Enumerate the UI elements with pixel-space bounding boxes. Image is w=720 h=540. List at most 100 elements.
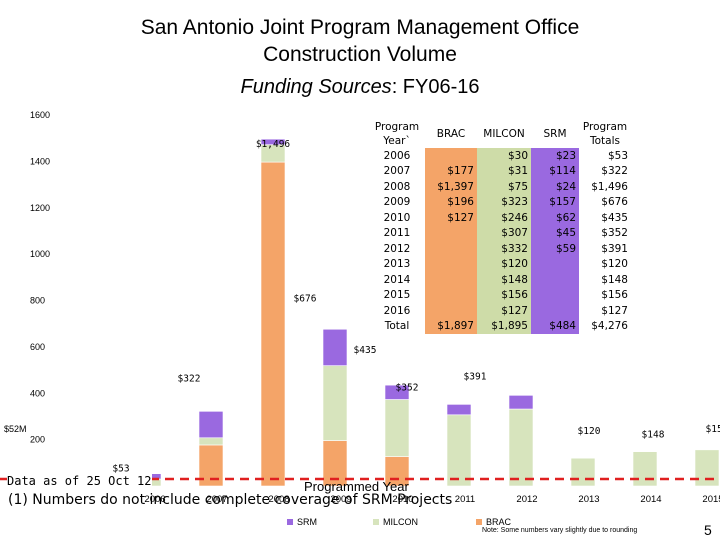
table-row: 2014 $148 $148	[369, 272, 631, 288]
cell-total: $4,276	[579, 318, 631, 334]
legend-item-brac: BRAC	[476, 517, 511, 527]
legend-label-srm: SRM	[297, 517, 317, 527]
header-program-totals: Program Totals	[582, 121, 628, 147]
cell-milcon: $148	[477, 272, 531, 288]
cell-milcon: $332	[477, 241, 531, 257]
cell-total: $676	[579, 194, 631, 210]
bar-total-label: $391	[464, 371, 487, 382]
cell-total: $127	[579, 303, 631, 319]
x-tick-label: 2014	[640, 494, 661, 505]
cell-year: 2016	[383, 304, 411, 317]
bar-srm-2008	[260, 138, 286, 145]
x-tick-label: 2008	[268, 494, 289, 505]
cell-brac: $177	[425, 163, 477, 179]
cell-total: $156	[579, 287, 631, 303]
table-row: 2010 $127 $246 $62 $435	[369, 210, 631, 226]
x-tick-label: 2012	[516, 494, 537, 505]
cell-milcon: $30	[477, 148, 531, 164]
cell-brac	[425, 225, 477, 241]
legend-swatch-brac	[476, 519, 482, 525]
bar-total-label: $120	[578, 426, 601, 437]
cell-year: 2012	[383, 242, 411, 255]
bar-milcon-2007	[198, 437, 224, 446]
bar-srm-2007	[198, 411, 224, 439]
cell-srm: $59	[531, 241, 579, 257]
page-number: 5	[704, 522, 712, 538]
y-axis-label: $52M	[4, 424, 27, 434]
bar-total-label: $676	[294, 293, 317, 304]
cell-year: 2010	[383, 211, 411, 224]
cell-milcon: $75	[477, 179, 531, 195]
cell-year: 2006	[383, 149, 411, 162]
cell-milcon: $156	[477, 287, 531, 303]
cell-brac	[425, 287, 477, 303]
cell-brac	[425, 241, 477, 257]
table-header-row: Program Year` BRAC MILCON SRM Program To…	[369, 120, 631, 148]
bar-milcon-2014	[632, 451, 658, 487]
x-tick-label: 2006	[144, 494, 165, 505]
bar-brac-2008	[260, 161, 286, 487]
cell-total: $391	[579, 241, 631, 257]
bar-total-label: $352	[396, 382, 419, 393]
legend-item-srm: SRM	[287, 517, 317, 527]
cell-total: $120	[579, 256, 631, 272]
bar-milcon-2010	[384, 399, 410, 457]
cell-srm: $484	[531, 318, 579, 334]
y-tick-label: 1000	[30, 249, 50, 259]
funding-table: Program Year` BRAC MILCON SRM Program To…	[369, 120, 631, 334]
x-tick-label: 2007	[206, 494, 227, 505]
legend-swatch-srm	[287, 519, 293, 525]
bar-milcon-2012	[508, 408, 534, 487]
bar-total-label: $322	[178, 373, 201, 384]
table-row: 2012 $332 $59 $391	[369, 241, 631, 257]
bar-total-label: $148	[642, 430, 665, 441]
bar-srm-2009	[322, 328, 348, 366]
cell-srm: $114	[531, 163, 579, 179]
cell-year: 2008	[383, 180, 411, 193]
legend-label-brac: BRAC	[486, 517, 512, 527]
cell-srm	[531, 287, 579, 303]
cell-total: $352	[579, 225, 631, 241]
cell-srm: $24	[531, 179, 579, 195]
y-tick-label: 600	[30, 342, 45, 352]
cell-srm: $157	[531, 194, 579, 210]
bar-srm-2010	[384, 384, 410, 400]
cell-srm: $45	[531, 225, 579, 241]
y-tick-label: 1600	[30, 110, 50, 120]
table-row: 2013 $120 $120	[369, 256, 631, 272]
legend-swatch-milcon	[373, 519, 379, 525]
legend-item-milcon: MILCON	[373, 517, 418, 527]
subtitle-range: : FY06-16	[391, 76, 480, 98]
cell-total: $322	[579, 163, 631, 179]
x-tick-label: 2010	[392, 494, 413, 505]
cell-brac: $127	[425, 210, 477, 226]
header-srm: SRM	[543, 128, 567, 140]
cell-year: 2011	[383, 227, 411, 240]
cell-srm	[531, 272, 579, 288]
cell-year: 2013	[383, 258, 411, 271]
x-tick-label: 2013	[578, 494, 599, 505]
bar-milcon-2015	[694, 449, 720, 487]
cell-srm: $62	[531, 210, 579, 226]
rounding-note: Note: Some numbers vary slightly due to …	[482, 527, 638, 534]
cell-milcon: $31	[477, 163, 531, 179]
data-as-of-note: Data as of 25 Oct 12	[7, 474, 152, 488]
bar-milcon-2011	[446, 414, 472, 487]
header-milcon: MILCON	[483, 128, 525, 140]
x-tick-label: 2015	[702, 494, 720, 505]
cell-srm	[531, 256, 579, 272]
cell-brac	[425, 256, 477, 272]
bar-srm-2012	[508, 395, 534, 410]
cell-total: $53	[579, 148, 631, 164]
table-row: 2006 $30 $23 $53	[369, 148, 631, 164]
srm-coverage-note: (1) Numbers do not include complete cove…	[8, 492, 453, 508]
y-tick-label: 1400	[30, 156, 50, 166]
cell-milcon: $307	[477, 225, 531, 241]
cell-milcon: $120	[477, 256, 531, 272]
header-program-year: Program Year`	[374, 121, 420, 147]
cell-srm	[531, 303, 579, 319]
bar-total-label: $1,496	[256, 139, 291, 150]
x-axis-title: Programmed Year	[304, 479, 409, 494]
cell-brac	[425, 303, 477, 319]
